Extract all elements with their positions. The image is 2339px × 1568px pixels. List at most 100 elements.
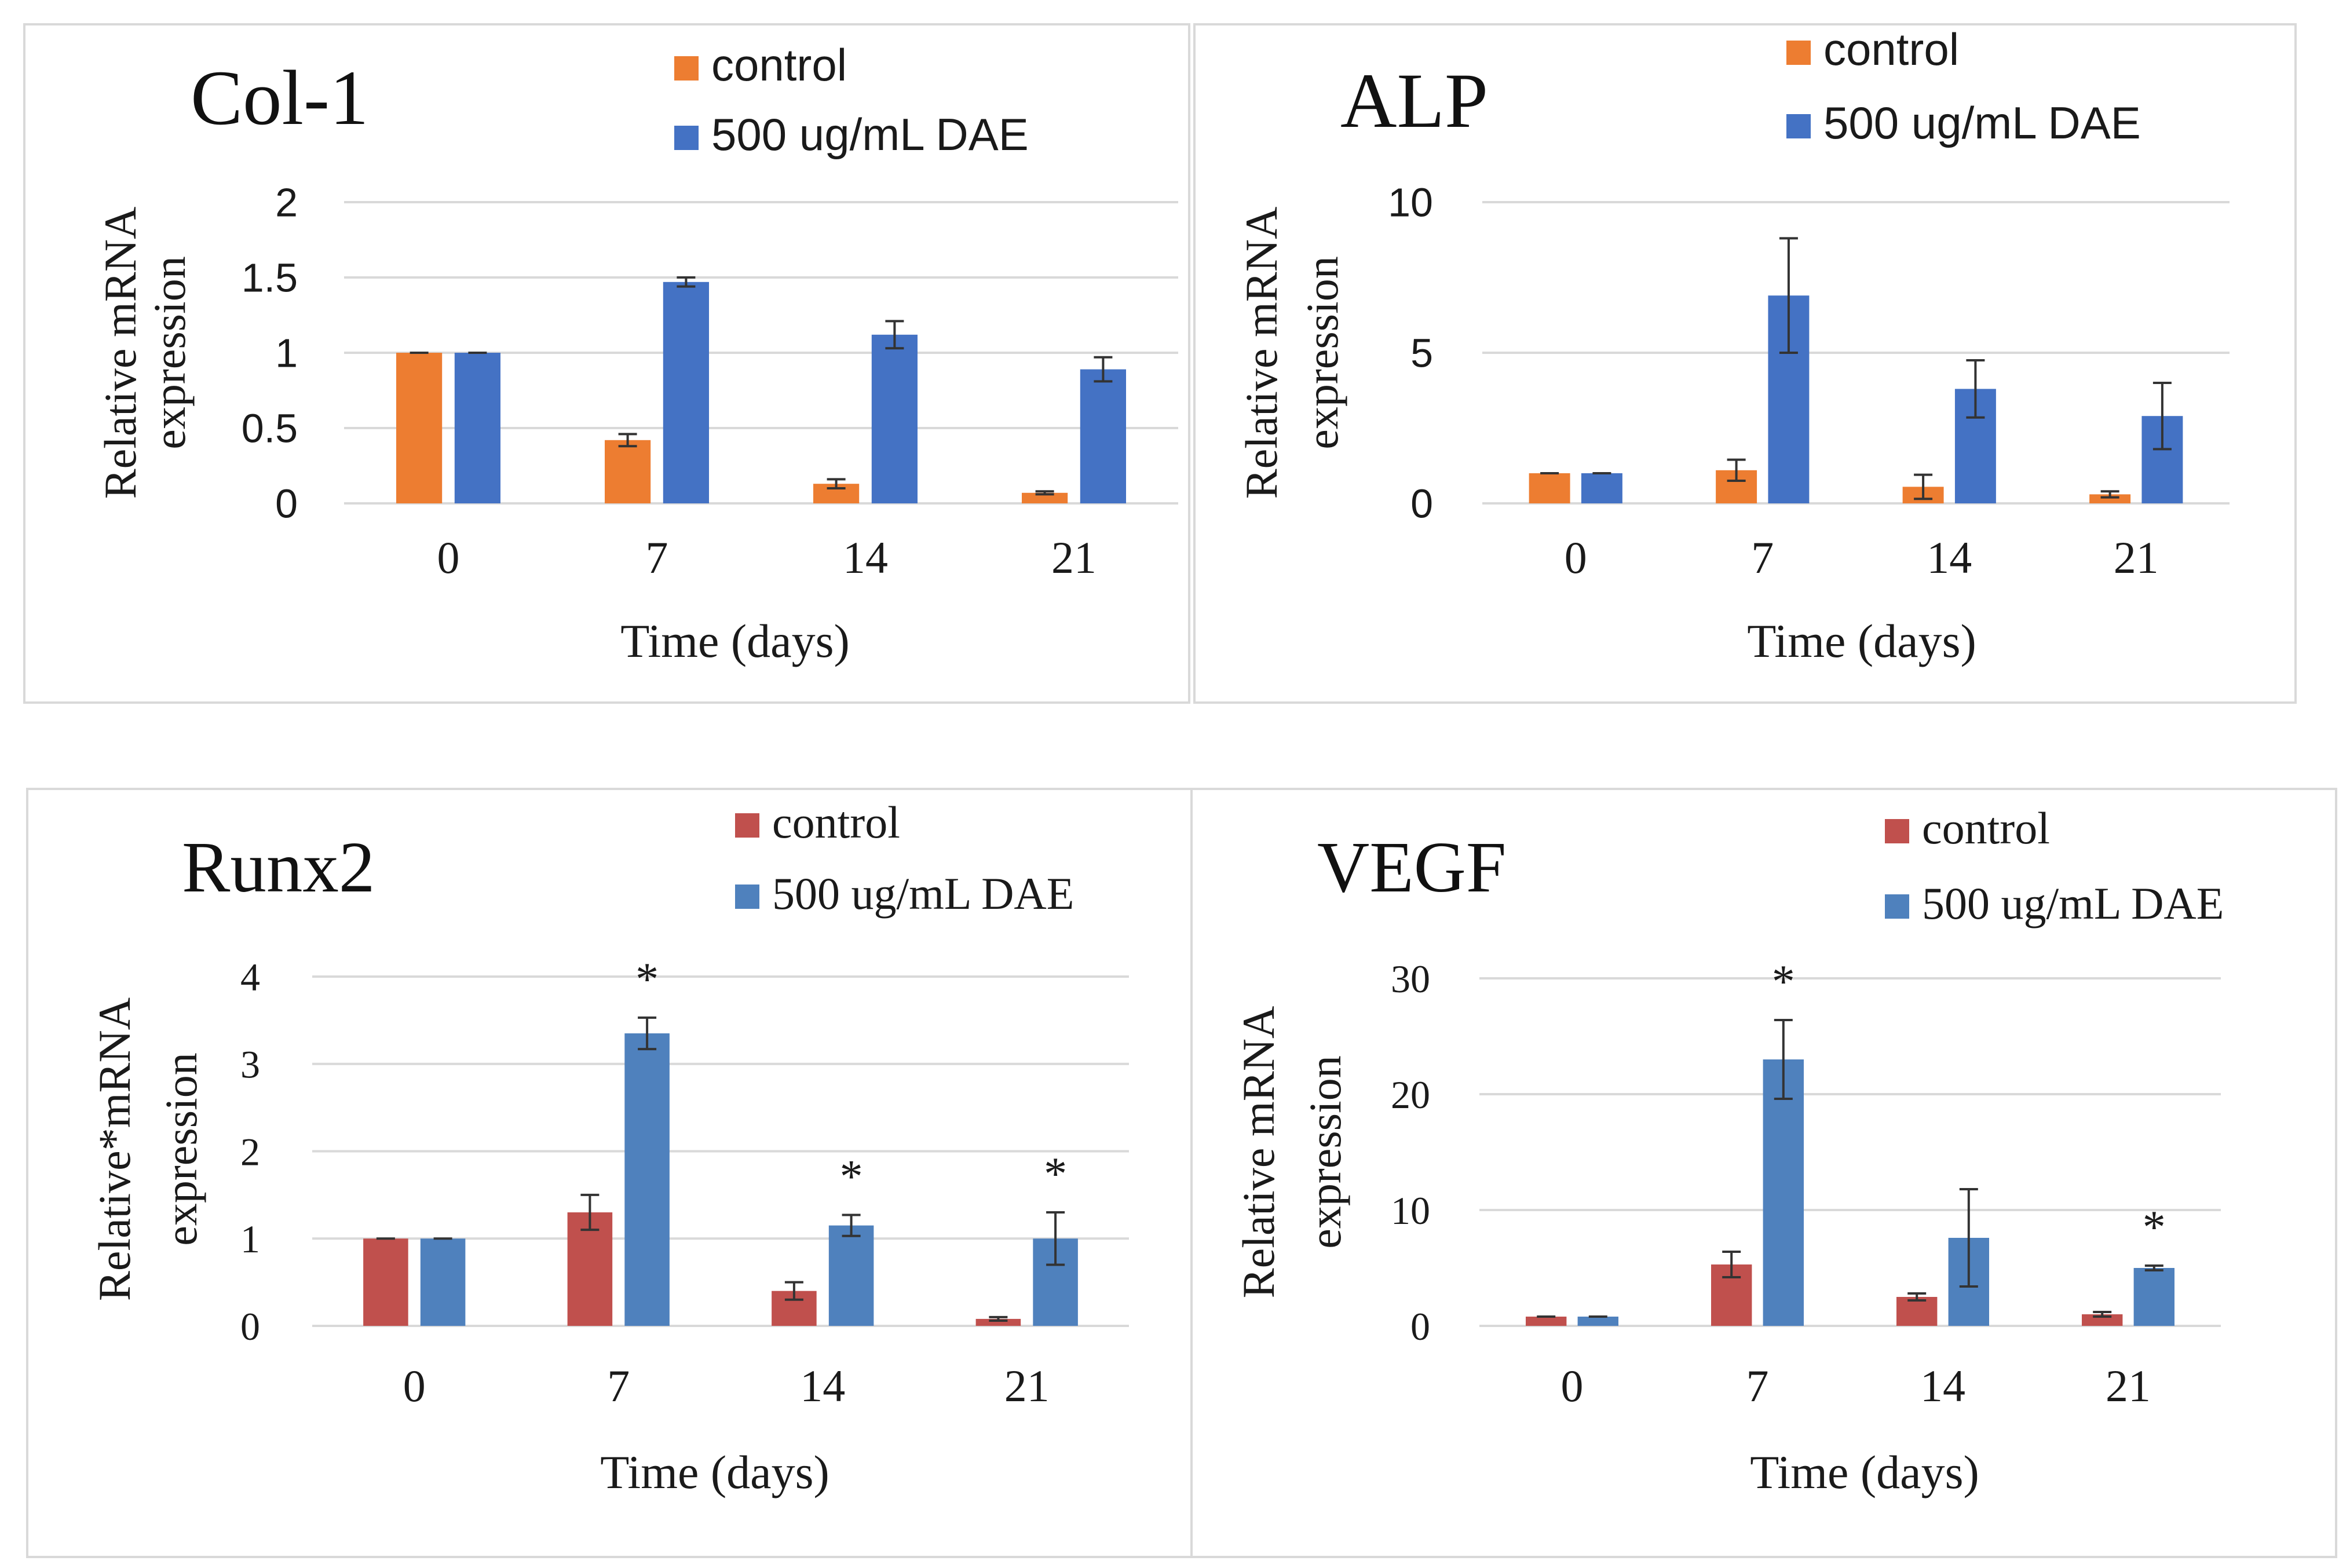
bar-control-day14 xyxy=(1896,1297,1938,1326)
bar-dae-day14 xyxy=(828,1225,874,1326)
bar-dae-day0 xyxy=(454,353,500,503)
y-tick-label: 1.5 xyxy=(242,255,298,301)
bar-dae-day21 xyxy=(2133,1268,2174,1326)
x-tick-label: 14 xyxy=(1927,533,1972,583)
chart-title: VEGF xyxy=(1317,828,1506,908)
legend-label: control xyxy=(1922,803,2050,853)
y-tick-label: 3 xyxy=(240,1043,260,1087)
x-axis-label: Time (days) xyxy=(1750,1446,1979,1498)
legend-swatch xyxy=(1885,894,1909,919)
x-tick-label: 0 xyxy=(1565,533,1587,583)
legend-label: control xyxy=(772,797,900,847)
panel-col1: 0 0.5 1 1.5 2 0 7 14 21 Col-1 control 500 ug/mL DAE… xyxy=(23,23,1190,704)
bar-control-day21 xyxy=(975,1318,1021,1326)
bar-control-day0 xyxy=(1529,473,1570,503)
panel-vegf: 0 10 20 30 0 7 14 21 * * VEGF control 500 ug/mL DAE R… xyxy=(1190,788,2337,1558)
significance-asterisk: * xyxy=(840,1152,863,1203)
significance-asterisk: * xyxy=(635,954,659,1005)
bar-dae-day7 xyxy=(663,282,709,503)
y-axis-label: Relative mRNA xyxy=(95,207,145,499)
chart-title: Runx2 xyxy=(182,828,375,908)
x-tick-label: 7 xyxy=(1746,1361,1769,1411)
y-tick-label: 0 xyxy=(1410,1304,1430,1348)
chart-title: ALP xyxy=(1340,58,1488,144)
chart-col1: 0 0.5 1 1.5 2 0 7 14 21 Col-1 control 500 ug/mL DAE… xyxy=(95,39,1178,667)
bar-control-day7 xyxy=(605,440,651,503)
chart-runx2: 0 1 2 3 4 0 7 14 21 * * * Runx2 control 500 ug/mL DAE R… xyxy=(89,797,1129,1498)
significance-asterisk: * xyxy=(1044,1149,1067,1200)
y-axis-label-line2: expression xyxy=(144,256,195,449)
legend-label: 500 ug/mL DAE xyxy=(711,109,1029,160)
y-tick-label: 2 xyxy=(275,180,298,225)
legend-swatch xyxy=(1885,819,1909,843)
y-tick-label: 0 xyxy=(240,1304,260,1348)
y-axis-label-line2: expression xyxy=(156,1052,206,1246)
bar-dae-day0 xyxy=(420,1238,466,1326)
legend-label: control xyxy=(711,39,847,90)
bar-dae-day14 xyxy=(871,334,918,503)
legend-swatch xyxy=(674,56,699,81)
bar-control-day21 xyxy=(1022,492,1068,503)
x-tick-label: 7 xyxy=(1751,533,1774,583)
x-tick-label: 21 xyxy=(2114,533,2159,583)
x-tick-label: 14 xyxy=(800,1361,845,1411)
x-axis-label: Time (days) xyxy=(600,1446,829,1498)
x-tick-label: 7 xyxy=(646,533,668,583)
y-tick-label: 0.5 xyxy=(242,406,298,451)
legend-label: 500 ug/mL DAE xyxy=(1922,878,2224,929)
bar-dae-day21 xyxy=(1080,369,1126,503)
x-tick-label: 21 xyxy=(2106,1361,2151,1411)
legend-swatch xyxy=(1786,114,1811,138)
legend-swatch xyxy=(674,126,699,150)
y-tick-label: 1 xyxy=(275,331,298,376)
y-axis-label: Relative mRNA xyxy=(1236,207,1287,499)
panel-runx2: 0 1 2 3 4 0 7 14 21 * * * Runx2 control 500 ug/mL DAE R… xyxy=(26,788,1193,1558)
x-tick-label: 0 xyxy=(1561,1361,1584,1411)
y-tick-label: 10 xyxy=(1391,1189,1430,1233)
x-tick-label: 14 xyxy=(1920,1361,1965,1411)
bar-dae-day7 xyxy=(624,1033,670,1326)
legend-swatch xyxy=(1786,41,1811,65)
bar-control-day0 xyxy=(1526,1317,1567,1326)
y-axis-label-line2: expression xyxy=(1297,256,1347,449)
y-axis-label: Relative mRNA xyxy=(1233,1006,1284,1299)
chart-vegf: 0 10 20 30 0 7 14 21 * * VEGF control 500 ug/mL DAE R… xyxy=(1233,803,2224,1498)
x-tick-label: 14 xyxy=(843,533,888,583)
x-tick-label: 21 xyxy=(1051,533,1097,583)
chart-alp: 0 5 10 0 7 14 21 ALP control 500 ug/mL DAE Relativ… xyxy=(1236,24,2230,667)
x-tick-label: 7 xyxy=(607,1361,630,1411)
y-tick-label: 1 xyxy=(240,1217,260,1261)
y-tick-label: 0 xyxy=(1410,481,1433,527)
y-axis-label: Relative*mRNA xyxy=(89,997,140,1301)
legend-label: control xyxy=(1823,24,1959,75)
legend-swatch xyxy=(735,813,759,838)
y-tick-label: 30 xyxy=(1391,957,1430,1001)
y-tick-label: 0 xyxy=(275,481,298,527)
x-tick-label: 0 xyxy=(403,1361,426,1411)
significance-asterisk: * xyxy=(1772,956,1795,1007)
y-tick-label: 4 xyxy=(240,955,260,999)
significance-asterisk: * xyxy=(2143,1202,2166,1253)
panel-alp: 0 5 10 0 7 14 21 ALP control 500 ug/mL DAE Relativ… xyxy=(1193,23,2297,704)
bar-control-day21 xyxy=(2082,1314,2123,1326)
x-tick-label: 21 xyxy=(1004,1361,1050,1411)
legend-label: 500 ug/mL DAE xyxy=(772,868,1074,919)
y-tick-label: 10 xyxy=(1388,180,1433,225)
bar-dae-day0 xyxy=(1577,1317,1618,1326)
y-tick-label: 2 xyxy=(240,1130,260,1174)
x-axis-label: Time (days) xyxy=(1747,615,1976,667)
bar-control-day0 xyxy=(363,1238,408,1326)
y-tick-label: 5 xyxy=(1410,331,1433,376)
legend-label: 500 ug/mL DAE xyxy=(1823,97,2141,148)
y-axis-label-line2: expression xyxy=(1300,1055,1350,1249)
legend-swatch xyxy=(735,884,759,909)
bar-control-day0 xyxy=(396,353,443,503)
bar-dae-day7 xyxy=(1763,1059,1804,1326)
y-tick-label: 20 xyxy=(1391,1073,1430,1117)
bar-control-day21 xyxy=(2089,494,2131,503)
x-axis-label: Time (days) xyxy=(620,615,850,667)
bar-dae-day0 xyxy=(1581,473,1622,503)
chart-title: Col-1 xyxy=(191,55,369,141)
x-tick-label: 0 xyxy=(437,533,460,583)
bar-control-day7 xyxy=(567,1212,613,1326)
